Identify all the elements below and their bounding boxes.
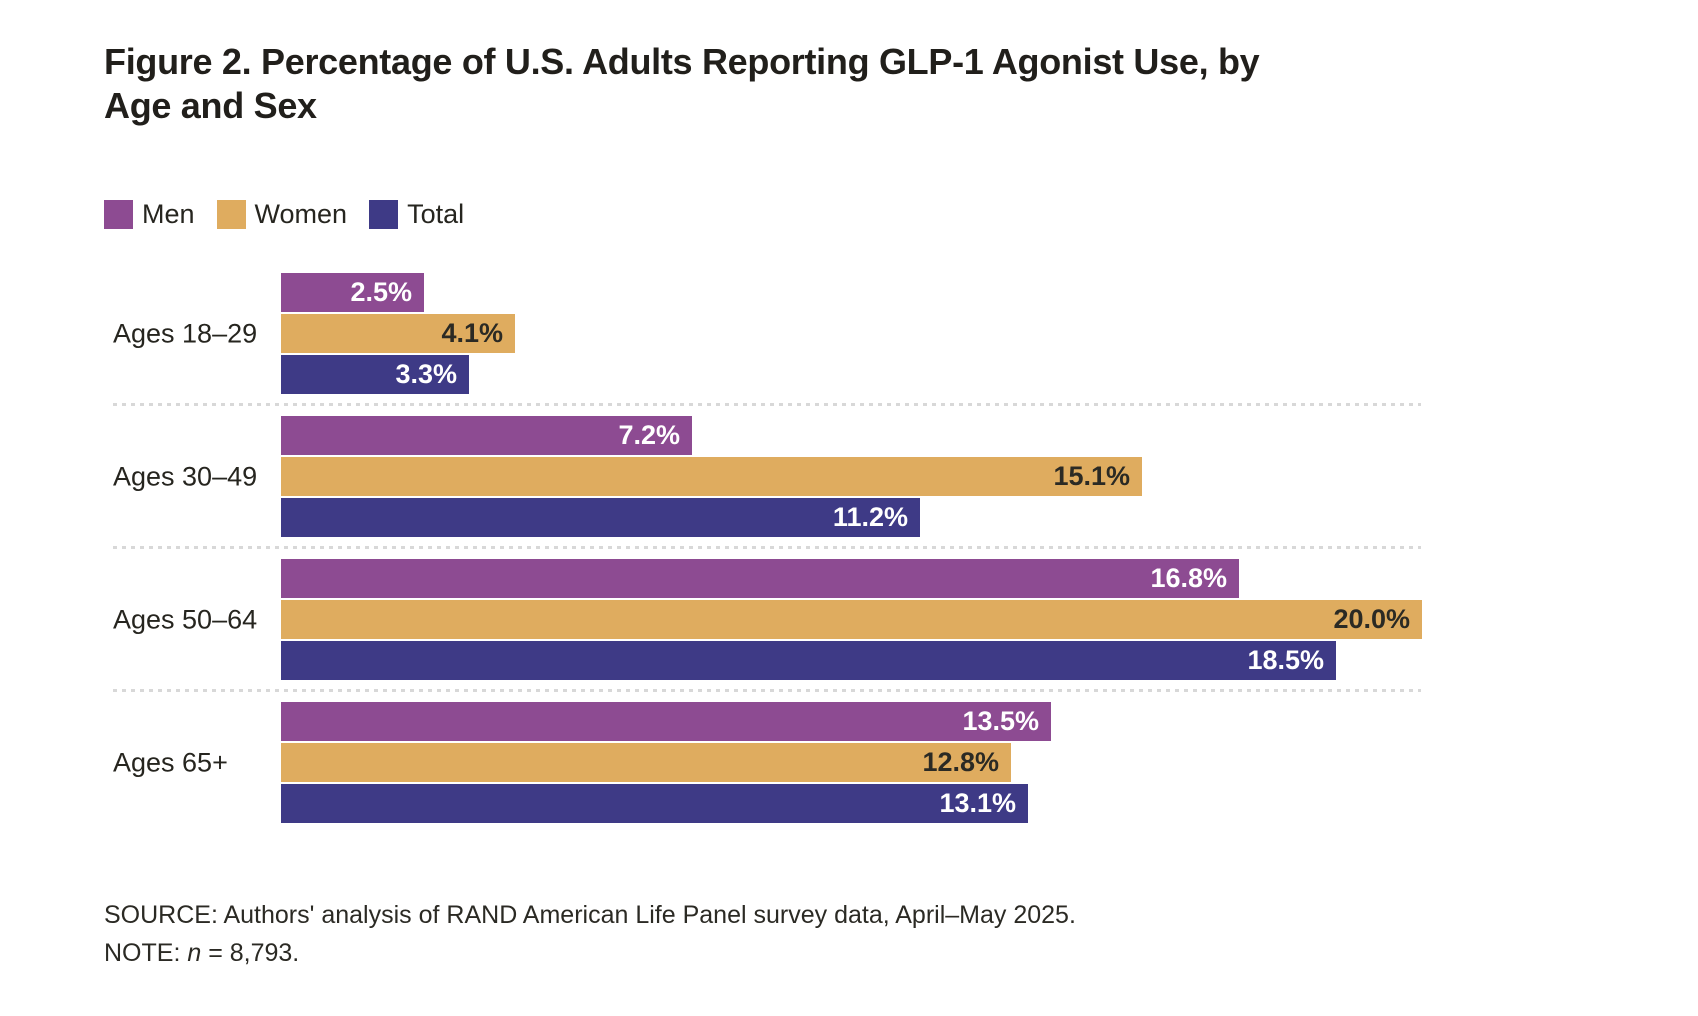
value-label-men-ages-18-29: 2.5% <box>350 277 412 307</box>
bar-group-ages-50-64: Ages 50–64 16.8% 20.0% 18.5% <box>0 559 1698 680</box>
note-prefix: NOTE: <box>104 939 188 967</box>
bar-group-ages-18-29: Ages 18–29 2.5% 4.1% 3.3% <box>0 273 1698 394</box>
bar-total-ages-30-49: 11.2% <box>281 498 920 537</box>
category-label-ages-50-64: Ages 50–64 <box>113 604 258 634</box>
value-label-men-ages-30-49: 7.2% <box>618 420 680 450</box>
value-label-women-ages-50-64: 20.0% <box>1333 604 1410 634</box>
dotted-row-separator <box>113 403 1421 406</box>
value-label-women-ages-30-49: 15.1% <box>1053 461 1130 491</box>
bars-ages-18-29: 2.5% 4.1% 3.3% <box>281 273 1698 394</box>
bars-ages-30-49: 7.2% 15.1% 11.2% <box>281 416 1698 537</box>
note-text: NOTE: n = 8,793. <box>104 939 299 968</box>
legend-swatch-total <box>369 200 399 229</box>
legend-label-total: Total <box>407 199 465 229</box>
bar-men-ages-65: 13.5% <box>281 702 1051 741</box>
category-label-ages-18-29: Ages 18–29 <box>113 318 258 348</box>
bar-total-ages-18-29: 3.3% <box>281 355 469 394</box>
bar-total-ages-65: 13.1% <box>281 784 1028 823</box>
bar-men-ages-30-49: 7.2% <box>281 416 692 455</box>
legend-swatch-men <box>104 200 133 229</box>
figure-title-line-2: Age and Sex <box>104 85 317 126</box>
chart-legend: Men Women Total <box>104 199 464 230</box>
value-label-men-ages-50-64: 16.8% <box>1150 563 1227 593</box>
bars-ages-65: 13.5% 12.8% 13.1% <box>281 702 1698 823</box>
bar-men-ages-18-29: 2.5% <box>281 273 424 312</box>
value-label-total-ages-50-64: 18.5% <box>1247 645 1324 675</box>
bar-chart: Ages 18–29 2.5% 4.1% 3.3% Ages 30–49 7.2% 15.1… <box>0 273 1698 823</box>
bar-total-ages-50-64: 18.5% <box>281 641 1336 680</box>
note-n-variable: n <box>187 939 202 967</box>
bar-men-ages-50-64: 16.8% <box>281 559 1239 598</box>
figure-title-line-1: Figure 2. Percentage of U.S. Adults Repo… <box>104 41 1260 82</box>
note-suffix: = 8,793. <box>201 939 300 967</box>
legend-item-women: Women <box>216 199 348 230</box>
bars-ages-50-64: 16.8% 20.0% 18.5% <box>281 559 1698 680</box>
bar-women-ages-18-29: 4.1% <box>281 314 515 353</box>
dotted-row-separator <box>113 546 1421 549</box>
legend-label-men: Men <box>142 199 195 229</box>
category-label-ages-30-49: Ages 30–49 <box>113 461 258 491</box>
category-label-ages-65: Ages 65+ <box>113 747 228 777</box>
figure-title: Figure 2. Percentage of U.S. Adults Repo… <box>104 40 1260 128</box>
bar-women-ages-65: 12.8% <box>281 743 1011 782</box>
value-label-women-ages-65: 12.8% <box>922 747 999 777</box>
legend-label-women: Women <box>254 199 348 229</box>
bar-group-ages-65: Ages 65+ 13.5% 12.8% 13.1% <box>0 702 1698 823</box>
value-label-women-ages-18-29: 4.1% <box>441 318 503 348</box>
dotted-row-separator <box>113 689 1421 692</box>
legend-swatch-women <box>216 200 246 229</box>
bar-group-ages-30-49: Ages 30–49 7.2% 15.1% 11.2% <box>0 416 1698 537</box>
value-label-total-ages-18-29: 3.3% <box>395 359 457 389</box>
value-label-total-ages-30-49: 11.2% <box>832 502 908 532</box>
legend-item-total: Total <box>369 199 464 230</box>
value-label-men-ages-65: 13.5% <box>962 706 1039 736</box>
source-text: SOURCE: Authors' analysis of RAND Americ… <box>104 901 1076 929</box>
value-label-total-ages-65: 13.1% <box>939 788 1016 818</box>
bar-women-ages-30-49: 15.1% <box>281 457 1142 496</box>
legend-item-men: Men <box>104 199 195 230</box>
bar-women-ages-50-64: 20.0% <box>281 600 1422 639</box>
